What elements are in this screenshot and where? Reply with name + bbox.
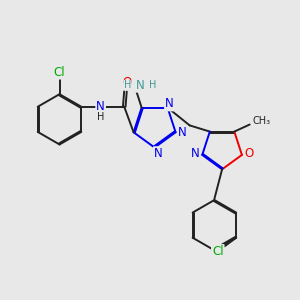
Text: O: O: [244, 147, 254, 160]
Text: H: H: [124, 80, 131, 90]
Text: N: N: [96, 100, 105, 112]
Text: O: O: [122, 76, 131, 89]
Text: Cl: Cl: [212, 245, 224, 258]
Text: H: H: [97, 112, 104, 122]
Text: N: N: [135, 79, 144, 92]
Text: N: N: [178, 126, 187, 140]
Text: N: N: [191, 147, 200, 160]
Text: H: H: [149, 80, 157, 90]
Text: N: N: [154, 147, 163, 160]
Text: CH₃: CH₃: [253, 116, 271, 127]
Text: Cl: Cl: [54, 66, 65, 79]
Text: N: N: [165, 98, 174, 110]
